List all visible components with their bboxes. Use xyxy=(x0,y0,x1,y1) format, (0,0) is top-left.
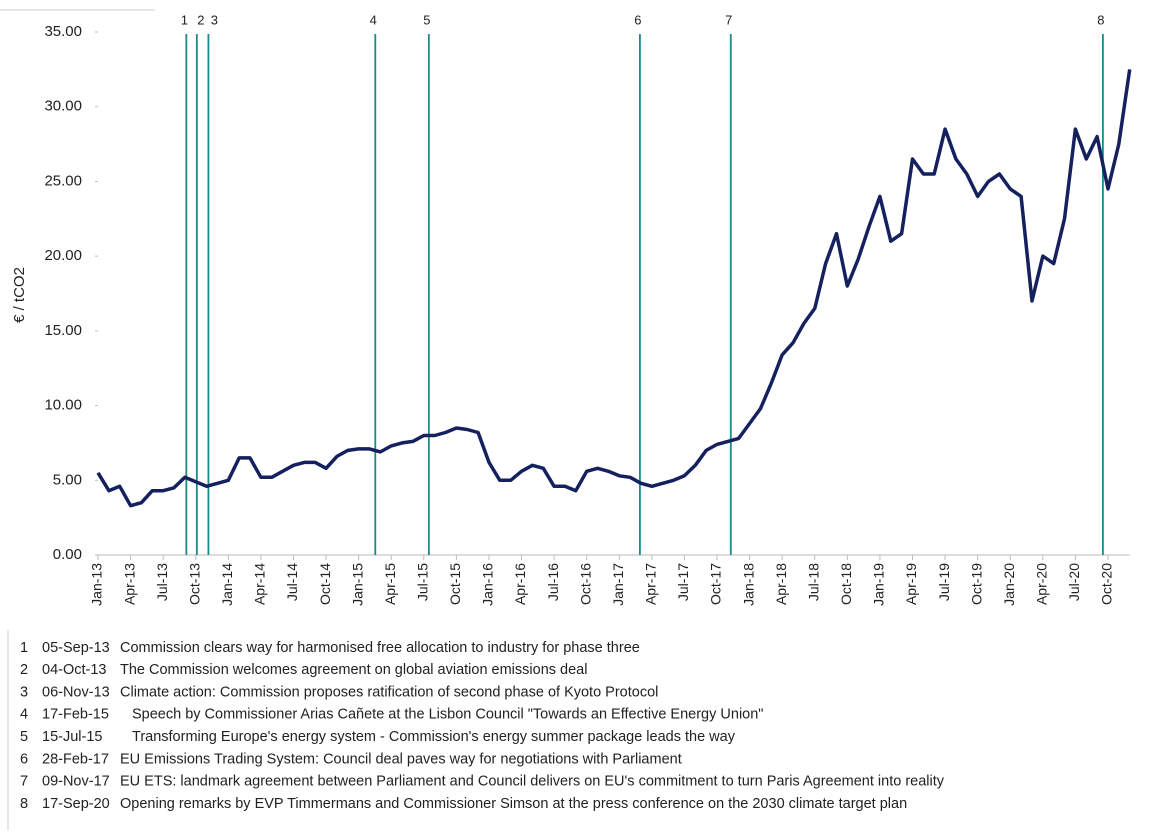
legend-text: Climate action: Commission proposes rati… xyxy=(120,684,658,700)
x-tick-label: Apr-17 xyxy=(643,563,659,605)
legend-text: EU Emissions Trading System: Council dea… xyxy=(120,751,682,767)
x-tick-label: Jan-15 xyxy=(349,563,365,606)
x-tick-label: Apr-18 xyxy=(773,563,789,605)
y-tick-label: 5.00 xyxy=(53,471,82,488)
legend-date: 17-Sep-20 xyxy=(42,796,110,812)
legend-number: 4 xyxy=(20,707,28,723)
legend-number: 2 xyxy=(20,662,28,678)
x-tick-label: Jul-13 xyxy=(154,563,170,601)
legend-text: Opening remarks by EVP Timmermans and Co… xyxy=(120,796,907,812)
x-tick-label: Jul-15 xyxy=(415,563,431,601)
legend-text: The Commission welcomes agreement on glo… xyxy=(120,662,587,678)
y-tick-label: 30.00 xyxy=(44,98,82,115)
legend-date: 15-Jul-15 xyxy=(42,729,102,745)
x-tick-label: Jan-13 xyxy=(89,563,105,606)
legend-date: 04-Oct-13 xyxy=(42,662,106,678)
x-tick-label: Oct-16 xyxy=(577,563,593,605)
x-tick-label: Jul-20 xyxy=(1066,563,1082,601)
x-tick-label: Apr-20 xyxy=(1034,563,1050,605)
y-tick-label: 0.00 xyxy=(53,546,82,563)
x-tick-label: Oct-15 xyxy=(447,563,463,605)
x-tick-label: Jul-18 xyxy=(805,563,821,601)
y-tick-label: 25.00 xyxy=(44,172,82,189)
x-tick-label: Oct-13 xyxy=(186,563,202,605)
x-tick-label: Apr-19 xyxy=(903,563,919,605)
x-tick-label: Jul-16 xyxy=(545,563,561,601)
legend-number: 3 xyxy=(20,684,28,700)
x-tick-label: Jan-19 xyxy=(871,563,887,606)
legend-text: Transforming Europe's energy system - Co… xyxy=(132,729,736,745)
x-tick-label: Oct-14 xyxy=(317,563,333,605)
y-tick-label: 15.00 xyxy=(44,322,82,339)
x-tick-label: Jan-16 xyxy=(480,563,496,606)
event-number: 3 xyxy=(211,12,218,27)
legend-text: Speech by Commissioner Arias Cañete at t… xyxy=(132,707,763,723)
legend-number: 7 xyxy=(20,774,28,790)
x-tick-label: Jul-17 xyxy=(675,563,691,601)
x-tick-label: Jul-14 xyxy=(284,563,300,601)
legend-date: 06-Nov-13 xyxy=(42,684,110,700)
event-number: 4 xyxy=(370,12,377,27)
x-tick-label: Oct-19 xyxy=(968,563,984,605)
x-tick-label: Oct-17 xyxy=(708,563,724,605)
event-number: 5 xyxy=(423,12,430,27)
legend-number: 8 xyxy=(20,796,28,812)
y-tick-label: 10.00 xyxy=(44,397,82,414)
legend-date: 28-Feb-17 xyxy=(42,751,109,767)
x-tick-label: Apr-16 xyxy=(512,563,528,605)
legend-number: 6 xyxy=(20,751,28,767)
y-tick-label: 20.00 xyxy=(44,247,82,264)
x-tick-label: Jan-17 xyxy=(610,563,626,606)
x-tick-label: Jul-19 xyxy=(936,563,952,601)
x-tick-label: Jan-20 xyxy=(1001,563,1017,606)
x-tick-label: Jan-18 xyxy=(740,563,756,606)
event-number: 1 xyxy=(181,12,188,27)
legend-text: Commission clears way for harmonised fre… xyxy=(120,640,640,656)
legend-date: 17-Feb-15 xyxy=(42,707,109,723)
legend-text: EU ETS: landmark agreement between Parli… xyxy=(120,774,945,790)
event-number: 2 xyxy=(197,12,204,27)
y-tick-label: 35.00 xyxy=(44,23,82,40)
y-axis-label: € / tCO2 xyxy=(11,267,28,323)
x-tick-label: Apr-15 xyxy=(382,563,398,605)
event-number: 6 xyxy=(634,12,641,27)
x-tick-label: Oct-18 xyxy=(838,563,854,605)
legend-date: 05-Sep-13 xyxy=(42,640,110,656)
legend-date: 09-Nov-17 xyxy=(42,774,110,790)
x-tick-label: Apr-13 xyxy=(121,563,137,605)
x-tick-label: Oct-20 xyxy=(1099,563,1115,605)
legend-number: 1 xyxy=(20,640,28,656)
x-tick-label: Jan-14 xyxy=(219,563,235,606)
event-number: 7 xyxy=(725,12,732,27)
legend-number: 5 xyxy=(20,729,28,745)
event-number: 8 xyxy=(1097,12,1104,27)
x-tick-label: Apr-14 xyxy=(252,563,268,605)
price-line xyxy=(96,69,1132,508)
